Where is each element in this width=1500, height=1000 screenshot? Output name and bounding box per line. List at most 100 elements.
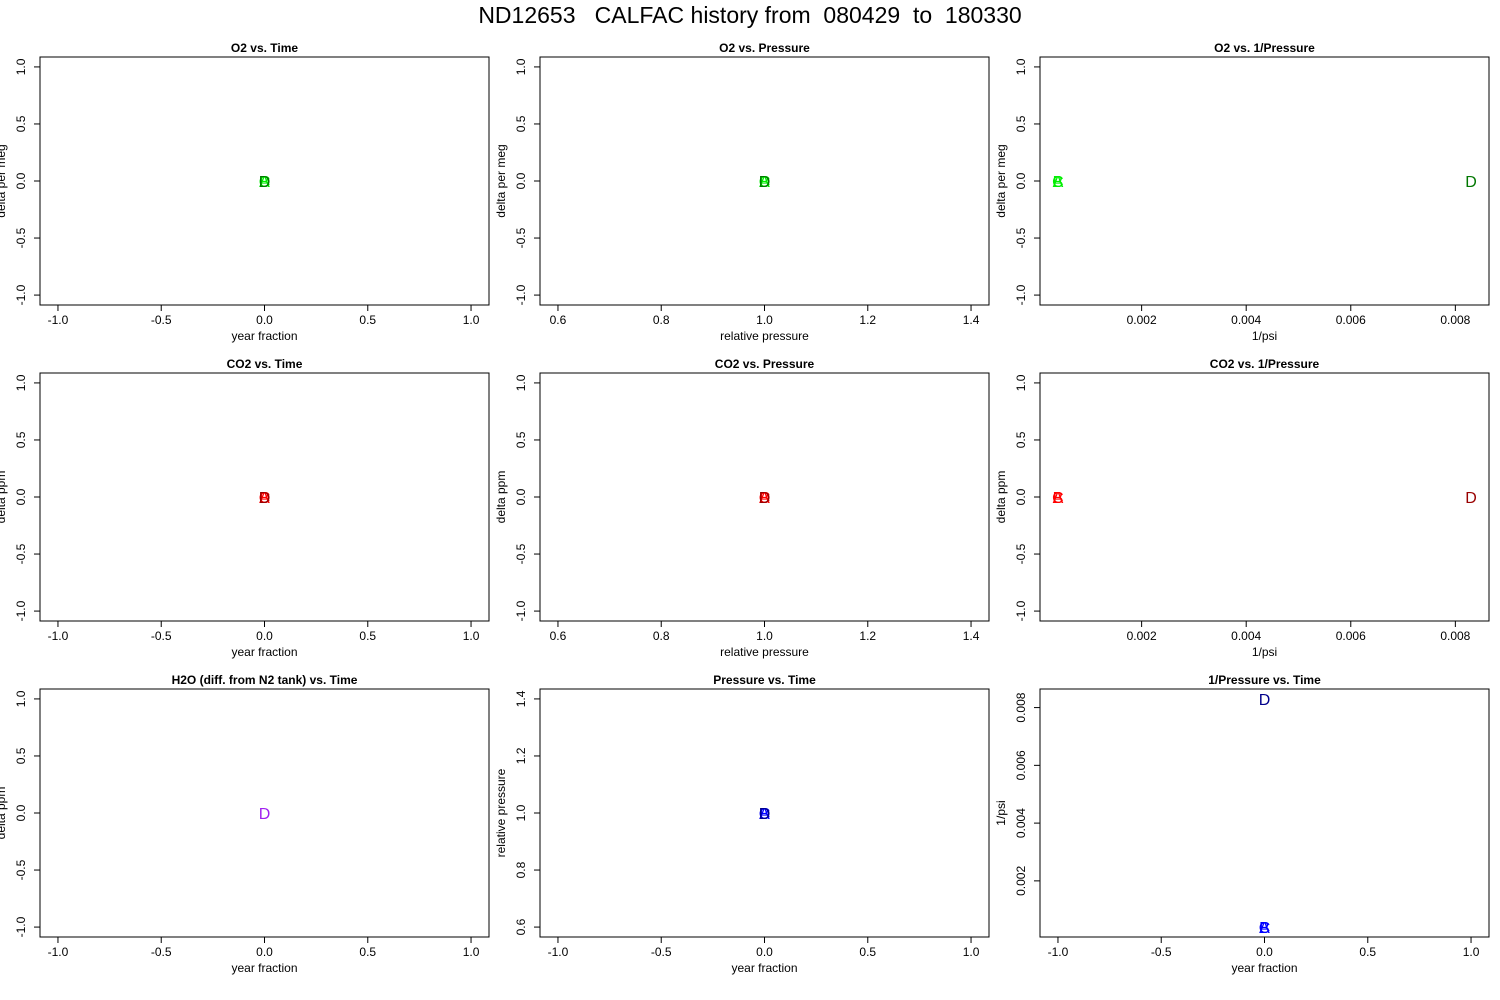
y-tick-label: -1.0 xyxy=(514,600,528,621)
x-tick-label: -0.5 xyxy=(151,313,172,327)
panel-title: H2O (diff. from N2 tank) vs. Time xyxy=(172,673,358,687)
x-tick-label: 1.0 xyxy=(463,313,480,327)
y-tick-label: 0.002 xyxy=(1014,866,1028,896)
y-tick-label: 0.5 xyxy=(14,431,28,448)
y-tick-label: 0.5 xyxy=(1014,115,1028,132)
y-tick-label: -0.5 xyxy=(14,227,28,248)
panel-7: H2O (diff. from N2 tank) vs. Time -1.0 -0.… xyxy=(0,673,490,975)
data-point-a: A xyxy=(259,174,270,191)
data-point-c: C xyxy=(759,806,771,823)
y-tick-label: 1.0 xyxy=(514,374,528,391)
y-axis-label: delta per meg xyxy=(0,144,8,217)
panel-9: 1/Pressure vs. Time -1.0 -0.5 0.0 0.5 1.0 0.00… xyxy=(994,673,1490,975)
x-tick-label: -1.0 xyxy=(548,945,569,959)
x-tick-label: 0.8 xyxy=(653,313,670,327)
data-point-b: B xyxy=(1259,920,1270,937)
x-tick-label: 1.0 xyxy=(463,629,480,643)
data-point-d: D xyxy=(1465,174,1477,191)
y-tick-label: 0.5 xyxy=(14,747,28,764)
x-tick-label: 1.0 xyxy=(1463,945,1480,959)
y-tick-label: 0.5 xyxy=(514,115,528,132)
x-tick-label: 1.0 xyxy=(963,945,980,959)
y-tick-label: -0.5 xyxy=(1014,543,1028,564)
panel-title: CO2 vs. 1/Pressure xyxy=(1210,357,1320,371)
x-tick-label: 0.006 xyxy=(1336,629,1366,643)
data-point-c: C xyxy=(759,174,771,191)
data-point-c: C xyxy=(259,174,271,191)
x-tick-label: 0.0 xyxy=(256,629,273,643)
x-tick-label: 0.008 xyxy=(1440,629,1470,643)
y-tick-label: 0.008 xyxy=(1014,692,1028,722)
y-tick-label: -1.0 xyxy=(14,284,28,305)
y-tick-label: 1.4 xyxy=(514,690,528,707)
x-tick-label: 0.5 xyxy=(359,629,376,643)
data-point-c: C xyxy=(759,490,771,507)
x-tick-label: 0.006 xyxy=(1336,313,1366,327)
y-tick-label: -0.5 xyxy=(14,543,28,564)
data-point-b: B xyxy=(259,174,270,191)
x-tick-label: 0.008 xyxy=(1440,313,1470,327)
x-tick-label: 0.6 xyxy=(550,313,567,327)
plot-frame xyxy=(1039,56,1490,306)
x-tick-label: -1.0 xyxy=(1048,945,1069,959)
data-point-b: B xyxy=(759,490,770,507)
y-axis-label: 1/psi xyxy=(994,800,1008,825)
panel-5: CO2 vs. Pressure 0.6 0.8 1.0 1.2 1.4 -1.0 -0.5 0… xyxy=(494,357,990,659)
y-tick-label: 1.0 xyxy=(14,690,28,707)
y-tick-label: 0.0 xyxy=(514,488,528,505)
y-tick-label: 0.0 xyxy=(14,804,28,821)
y-tick-label: 0.004 xyxy=(1014,808,1028,838)
data-point-a: A xyxy=(759,174,770,191)
y-tick-label: 1.0 xyxy=(14,58,28,75)
panel-2: O2 vs. Pressure 0.6 0.8 1.0 1.2 1.4 -1.0 -0.5 0.… xyxy=(494,41,990,343)
x-tick-label: -1.0 xyxy=(48,629,69,643)
y-tick-label: -1.0 xyxy=(1014,600,1028,621)
data-point-a: A xyxy=(259,490,270,507)
data-point-c: C xyxy=(259,490,271,507)
data-point-d: D xyxy=(759,174,771,191)
panel-title: O2 vs. 1/Pressure xyxy=(1214,41,1315,55)
plot-frame xyxy=(1039,372,1490,622)
y-tick-label: 0.0 xyxy=(1014,488,1028,505)
x-axis-label: relative pressure xyxy=(720,329,809,343)
x-tick-label: 0.6 xyxy=(550,629,567,643)
y-tick-label: 0.8 xyxy=(514,861,528,878)
panel-title: O2 vs. Time xyxy=(231,41,298,55)
data-point-a: A xyxy=(1259,920,1270,937)
data-point-d: D xyxy=(759,490,771,507)
x-axis-label: year fraction xyxy=(731,961,797,975)
y-tick-label: 0.5 xyxy=(14,115,28,132)
y-tick-label: 1.0 xyxy=(1014,58,1028,75)
y-tick-label: 1.0 xyxy=(14,374,28,391)
y-tick-label: 1.0 xyxy=(514,804,528,821)
y-axis-label: relative pressure xyxy=(494,768,508,857)
x-axis-label: 1/psi xyxy=(1252,645,1277,659)
x-tick-label: 0.0 xyxy=(256,945,273,959)
x-axis-label: year fraction xyxy=(231,961,297,975)
x-tick-label: 0.0 xyxy=(1256,945,1273,959)
x-tick-label: 0.5 xyxy=(859,945,876,959)
y-tick-label: 0.5 xyxy=(514,431,528,448)
panel-title: O2 vs. Pressure xyxy=(719,41,810,55)
panel-title: CO2 vs. Pressure xyxy=(715,357,815,371)
y-axis-label: delta ppm xyxy=(994,471,1008,524)
data-point-a: A xyxy=(759,490,770,507)
data-point-c: C xyxy=(1259,920,1271,937)
x-tick-label: -1.0 xyxy=(48,313,69,327)
x-tick-label: 0.8 xyxy=(653,629,670,643)
y-tick-label: 1.0 xyxy=(514,58,528,75)
y-tick-label: 0.5 xyxy=(1014,431,1028,448)
data-point-b: B xyxy=(1053,490,1064,507)
y-tick-label: 0.0 xyxy=(514,172,528,189)
y-tick-label: 0.0 xyxy=(14,172,28,189)
x-axis-label: year fraction xyxy=(1231,961,1297,975)
y-tick-label: 0.0 xyxy=(1014,172,1028,189)
data-point-a: A xyxy=(1053,174,1064,191)
panel-title: CO2 vs. Time xyxy=(227,357,303,371)
y-tick-label: 0.6 xyxy=(514,918,528,935)
x-tick-label: 1.0 xyxy=(756,629,773,643)
y-tick-label: -0.5 xyxy=(514,227,528,248)
y-tick-label: 0.006 xyxy=(1014,750,1028,780)
plot-frame xyxy=(1039,688,1490,938)
x-tick-label: 1.2 xyxy=(859,313,876,327)
